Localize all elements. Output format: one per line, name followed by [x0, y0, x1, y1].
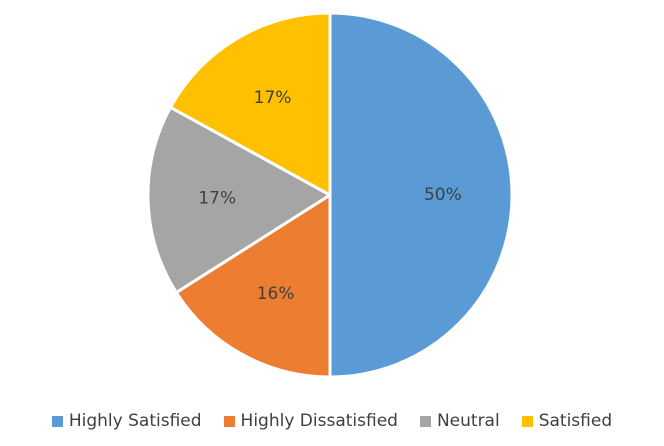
legend-item-highly-dissatisfied: Highly Dissatisfied	[223, 411, 398, 431]
legend-label-highly-satisfied: Highly Satisfied	[68, 411, 202, 431]
legend-label-neutral: Neutral	[436, 411, 500, 431]
legend-label-highly-dissatisfied: Highly Dissatisfied	[240, 411, 398, 431]
pie-slice-satisfied	[169, 11, 332, 197]
chart-legend: Highly Satisfied Highly Dissatisfied Neutr…	[0, 403, 664, 439]
legend-swatch-highly-satisfied	[51, 415, 63, 427]
pie-slice-highly-dissatisfied	[174, 193, 332, 379]
legend-label-satisfied: Satisfied	[538, 411, 613, 431]
legend-item-neutral: Neutral	[419, 411, 500, 431]
legend-item-highly-satisfied: Highly Satisfied	[51, 411, 202, 431]
data-label-highly-dissatisfied: 16%	[257, 284, 295, 304]
pie-slice-neutral	[146, 105, 332, 295]
pie-chart: 50% 16% 17% 17%	[146, 11, 514, 379]
pie-slice-highly-satisfied	[328, 11, 514, 379]
legend-swatch-satisfied	[521, 415, 533, 427]
data-label-highly-satisfied: 50%	[424, 185, 462, 205]
data-label-satisfied: 17%	[254, 88, 292, 108]
legend-swatch-highly-dissatisfied	[223, 415, 235, 427]
pie-slices	[146, 11, 514, 379]
data-label-neutral: 17%	[198, 189, 236, 209]
pie-data-labels: 50% 16% 17% 17%	[198, 88, 461, 304]
legend-swatch-neutral	[419, 415, 431, 427]
legend-item-satisfied: Satisfied	[521, 411, 613, 431]
